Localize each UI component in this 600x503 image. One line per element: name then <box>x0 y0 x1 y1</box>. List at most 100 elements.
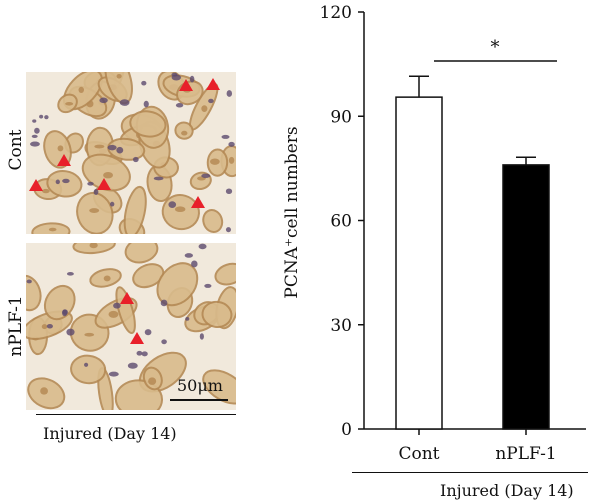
nucleus-dot <box>87 181 94 186</box>
bar-cont <box>395 96 443 430</box>
y-tick-label: 60 <box>330 212 352 232</box>
cell-shape <box>26 274 42 312</box>
cell-shape <box>129 110 167 138</box>
red-arrow-marker <box>179 79 193 91</box>
significance-marker: * <box>491 37 500 58</box>
nucleus-dot <box>153 176 164 181</box>
stained-nucleus <box>228 156 235 164</box>
cell-shape <box>115 286 136 335</box>
nucleus-dot <box>201 173 211 179</box>
stained-nucleus <box>84 332 95 337</box>
nucleus-dot <box>26 279 32 284</box>
cell-shape <box>174 121 194 140</box>
nucleus-dot <box>144 329 152 336</box>
nucleus-dot <box>175 103 184 108</box>
red-arrow-marker <box>97 178 111 190</box>
nucleus-dot <box>204 283 212 288</box>
nucleus-dot <box>127 362 138 369</box>
stained-nucleus <box>116 73 122 79</box>
nucleus-dot <box>116 146 124 154</box>
stained-nucleus <box>103 275 111 282</box>
stained-nucleus <box>210 158 220 165</box>
stained-nucleus <box>148 377 157 385</box>
stained-nucleus <box>42 188 50 194</box>
nucleus-dot <box>93 189 99 195</box>
cell-shape <box>70 354 107 385</box>
nucleus-dot <box>136 350 143 356</box>
micrograph-nplf1 <box>26 243 236 410</box>
left-group-label: Injured (Day 14) <box>43 424 177 443</box>
red-arrow-marker <box>57 154 71 166</box>
cell-shape <box>76 191 114 234</box>
nucleus-dot <box>141 80 147 86</box>
stained-nucleus <box>103 171 113 179</box>
red-arrow-marker <box>120 292 134 304</box>
cell-shape <box>114 379 164 410</box>
cell-shape <box>202 209 224 234</box>
stained-nucleus <box>41 324 48 330</box>
nucleus-dot <box>108 371 119 377</box>
stained-nucleus <box>181 130 188 136</box>
nucleus-dot <box>62 178 70 184</box>
stained-nucleus <box>65 101 74 106</box>
nucleus-dot <box>46 323 53 329</box>
nucleus-dot <box>141 351 148 357</box>
cell-shape <box>132 263 165 289</box>
nucleus-dot <box>61 309 68 317</box>
red-arrow-marker <box>206 78 220 90</box>
micrograph-nplf1-image <box>26 243 236 410</box>
stained-nucleus <box>108 310 119 318</box>
cell-shape <box>124 243 159 264</box>
nucleus-dot <box>226 90 233 97</box>
red-arrow-marker <box>191 196 205 208</box>
micrograph-cont <box>26 72 236 234</box>
scale-bar-label: 50μm <box>177 376 223 395</box>
cell-shape <box>202 369 236 405</box>
stained-nucleus <box>40 387 48 395</box>
bar-nplf-1 <box>502 164 550 430</box>
nucleus-dot <box>191 260 198 268</box>
red-arrow-marker <box>130 332 144 344</box>
nucleus-dot <box>184 253 193 258</box>
nucleus-dot <box>66 271 74 276</box>
nucleus-dot <box>161 339 167 345</box>
nucleus-dot <box>198 243 207 250</box>
nucleus-dot <box>189 75 195 83</box>
nucleus-dot <box>228 141 235 147</box>
nucleus-dot <box>199 333 204 340</box>
nucleus-dot <box>221 134 230 139</box>
x-tick-label: Cont <box>398 444 439 464</box>
nucleus-dot <box>107 144 117 151</box>
y-tick-label: 90 <box>330 107 352 127</box>
nucleus-dot <box>171 74 182 81</box>
cell-shape <box>201 300 233 329</box>
nucleus-dot <box>225 188 233 195</box>
scale-bar <box>170 399 228 401</box>
micrograph-cont-image <box>26 72 236 234</box>
y-axis-label: PCNA⁺cell numbers <box>282 126 302 298</box>
stained-nucleus <box>89 208 100 213</box>
chart-group-label: Injured (Day 14) <box>440 481 574 500</box>
red-arrow-marker <box>29 179 43 191</box>
y-tick-label: 30 <box>330 316 352 336</box>
nucleus-dot <box>110 201 115 207</box>
nucleus-dot <box>44 115 49 120</box>
nucleus-dot <box>31 134 38 138</box>
nucleus-dot <box>168 201 177 209</box>
cell-shape <box>46 170 83 198</box>
y-tick-label: 0 <box>341 420 352 440</box>
cell-shape <box>123 185 147 234</box>
nucleus-dot <box>143 100 149 108</box>
nucleus-dot <box>208 98 214 104</box>
nucleus-dot <box>32 119 37 123</box>
nucleus-dot <box>160 299 168 307</box>
cell-shape <box>31 222 71 234</box>
nucleus-dot <box>84 362 89 367</box>
nucleus-dot <box>132 156 139 163</box>
cell-shape <box>214 262 236 286</box>
nucleus-dot <box>185 316 190 321</box>
stained-nucleus <box>201 105 208 113</box>
nucleus-dot <box>119 99 130 106</box>
